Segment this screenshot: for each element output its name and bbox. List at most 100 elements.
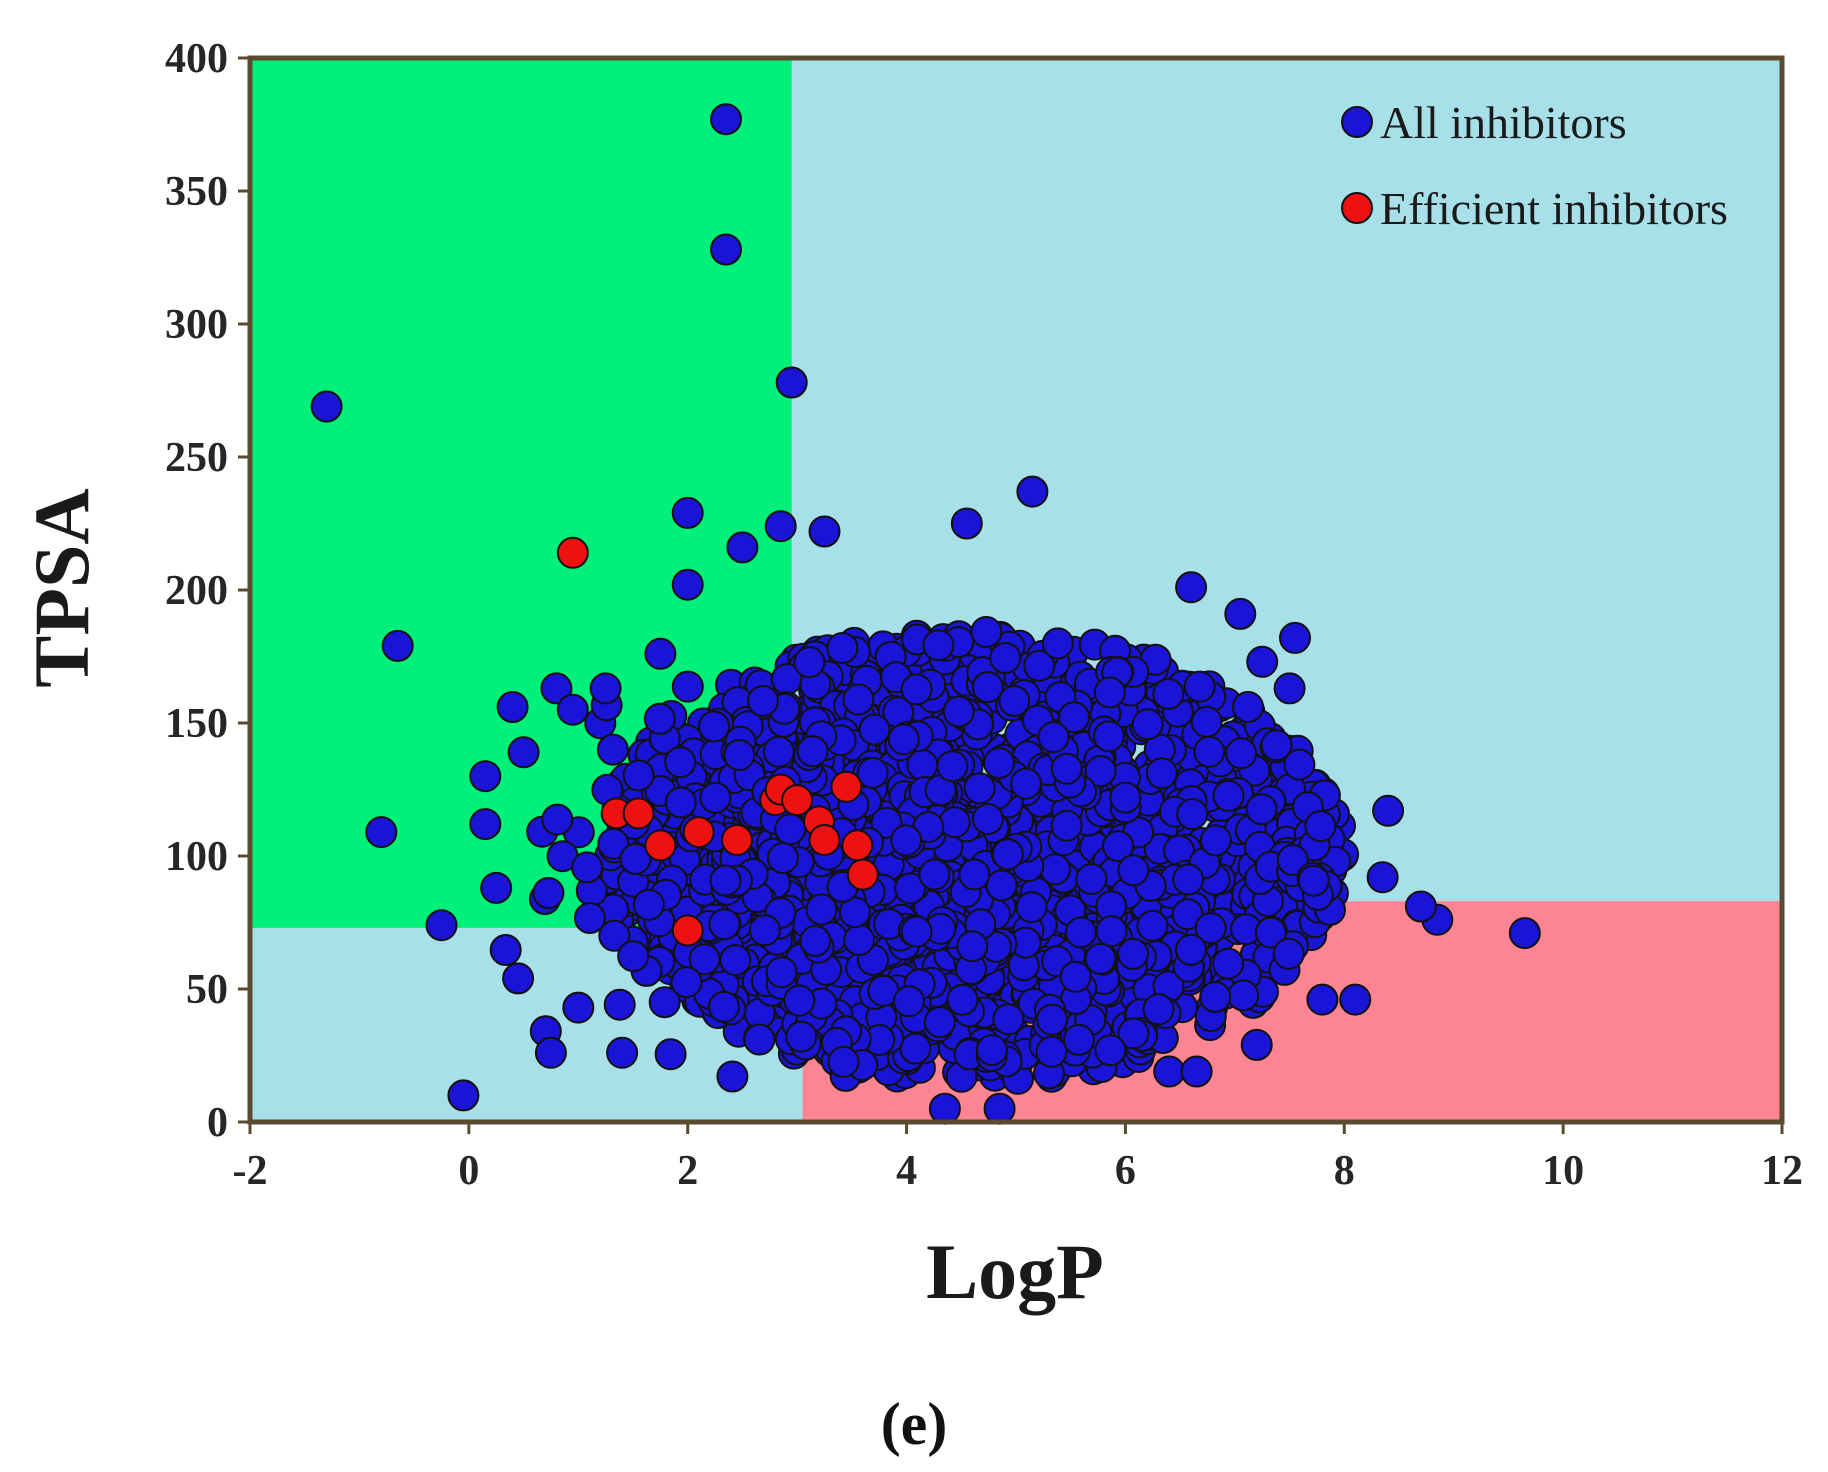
- all-inhibitor-point: [975, 1034, 1008, 1066]
- all-inhibitor-point: [562, 991, 595, 1024]
- all-inhibitor-point: [1273, 672, 1306, 705]
- all-inhibitor-point: [985, 869, 1018, 902]
- all-inhibitor-point: [843, 924, 876, 956]
- all-inhibitor-point: [469, 760, 502, 793]
- all-inhibitor-point: [1339, 983, 1372, 1016]
- all-inhibitor-point: [1036, 1003, 1069, 1036]
- all-inhibitor-point: [785, 1020, 818, 1053]
- all-inhibitor-point: [1193, 735, 1226, 768]
- all-inhibitor-point: [1084, 755, 1117, 788]
- all-inhibitor-point: [622, 759, 655, 792]
- y-tick-label: 350: [165, 169, 228, 215]
- all-inhibitor-point: [1102, 830, 1135, 863]
- all-inhibitor-point: [923, 1006, 956, 1039]
- all-inhibitor-point: [936, 750, 969, 783]
- all-inhibitor-point: [1260, 729, 1293, 762]
- efficient-inhibitor-point: [622, 797, 655, 830]
- efficient-inhibitor-point: [682, 816, 715, 849]
- all-inhibitor-point: [1283, 748, 1316, 781]
- all-inhibitor-point: [983, 747, 1016, 779]
- all-inhibitor-point: [540, 672, 573, 705]
- all-inhibitor-point: [1183, 670, 1216, 703]
- efficient-inhibitor-point: [556, 536, 589, 569]
- all-inhibitor-point: [723, 739, 756, 771]
- all-inhibitor-point: [534, 1036, 567, 1069]
- all-inhibitor-point: [671, 496, 704, 529]
- all-inhibitor-point: [1015, 891, 1048, 924]
- all-inhibitor-point: [596, 733, 629, 766]
- all-inhibitor-point: [946, 983, 979, 1016]
- efficient-inhibitor-point: [671, 914, 704, 947]
- all-inhibitor-point: [1306, 983, 1339, 1016]
- y-tick-label: 50: [186, 967, 228, 1013]
- all-inhibitor-point: [992, 1003, 1025, 1036]
- all-inhibitor-point: [963, 772, 996, 805]
- efficient-inhibitor-point: [721, 824, 753, 856]
- all-inhibitor-point: [708, 908, 741, 941]
- all-inhibitor-point: [1276, 844, 1309, 876]
- all-inhibitor-point: [617, 940, 650, 973]
- all-inhibitor-point: [643, 702, 676, 735]
- all-inhibitor-point: [469, 808, 502, 841]
- all-inhibitor-point: [489, 934, 522, 966]
- all-inhibitor-point: [971, 803, 1004, 835]
- all-inhibitor-point: [1094, 1034, 1127, 1067]
- all-inhibitor-point: [893, 985, 925, 1018]
- x-tick-label: 4: [896, 1148, 917, 1194]
- all-inhibitor-point: [971, 671, 1004, 704]
- all-inhibitor-point: [1109, 781, 1142, 814]
- all-inhibitor-point: [365, 816, 398, 849]
- all-inhibitor-point: [762, 735, 795, 768]
- y-tick-label: 250: [165, 435, 228, 481]
- all-inhibitor-point: [1145, 757, 1178, 790]
- all-inhibitor-point: [1016, 475, 1049, 508]
- all-inhibitor-point: [890, 824, 923, 857]
- all-inhibitor-point: [958, 858, 991, 891]
- all-inhibitor-point: [502, 962, 535, 995]
- all-inhibitor-point: [799, 925, 832, 957]
- all-inhibitor-point: [743, 1023, 776, 1056]
- all-inhibitor-point: [603, 988, 636, 1021]
- all-inhibitor-point: [1039, 853, 1072, 886]
- efficient-inhibitor-point: [841, 829, 874, 862]
- all-inhibitor-point: [783, 984, 816, 1017]
- all-inhibitor-point: [774, 813, 807, 846]
- all-inhibitor-point: [619, 842, 652, 875]
- all-inhibitor-point: [1117, 1017, 1150, 1050]
- all-inhibitor-point: [671, 568, 704, 601]
- all-inhibitor-point: [1199, 824, 1232, 857]
- all-inhibitor-point: [1404, 890, 1437, 923]
- x-tick-label: 12: [1761, 1148, 1803, 1194]
- efficient-inhibitor-point: [830, 770, 863, 803]
- all-inhibitor-point: [632, 888, 665, 921]
- all-inhibitor-point: [425, 909, 458, 942]
- all-inhibitor-point: [838, 896, 871, 929]
- all-inhibitor-point: [648, 986, 681, 1019]
- all-inhibitor-point: [1050, 752, 1083, 785]
- all-inhibitor-point: [805, 893, 838, 926]
- all-inhibitor-point: [1064, 916, 1097, 949]
- all-inhibitor-point: [796, 735, 829, 768]
- all-inhibitor-point: [1136, 909, 1169, 942]
- panel-label: (e): [880, 1391, 948, 1457]
- all-inhibitor-point: [589, 672, 622, 705]
- all-inhibitor-point: [709, 864, 742, 897]
- all-inhibitor-point: [670, 966, 703, 999]
- all-inhibitor-point: [1131, 708, 1164, 741]
- all-inhibitor-point: [826, 632, 859, 664]
- legend: All inhibitors Efficient inhibitors: [1341, 97, 1728, 234]
- all-inhibitor-point: [710, 103, 742, 136]
- all-inhibitor-point: [928, 1092, 961, 1125]
- all-inhibitor-point: [1093, 676, 1126, 709]
- y-tick-label: 100: [165, 834, 228, 880]
- data-points: [310, 103, 1541, 1125]
- all-inhibitor-point: [1180, 1055, 1213, 1088]
- y-tick-label: 0: [207, 1100, 228, 1146]
- all-inhibitor-point: [1225, 737, 1258, 770]
- all-inhibitor-point: [1279, 621, 1311, 654]
- x-tick-label: 8: [1334, 1148, 1355, 1194]
- x-tick-label: 6: [1115, 1148, 1136, 1194]
- all-inhibitor-point: [699, 781, 732, 814]
